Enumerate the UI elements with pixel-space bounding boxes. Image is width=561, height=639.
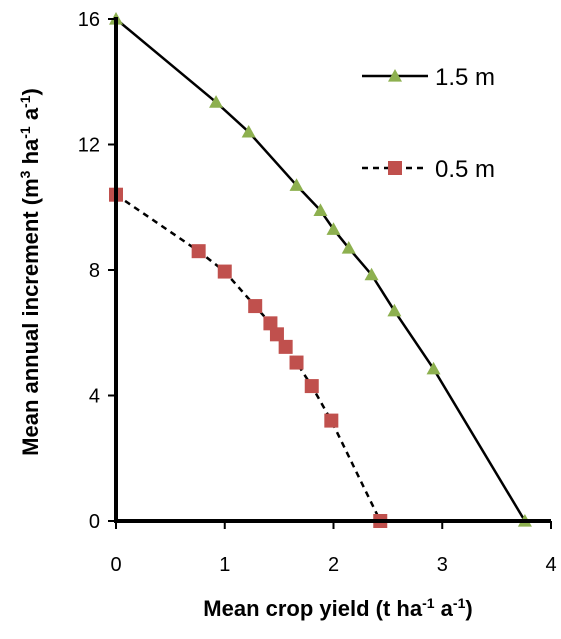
data-point	[341, 241, 356, 254]
data-point	[313, 203, 328, 216]
data-point	[387, 303, 402, 317]
data-point	[278, 339, 293, 354]
legend-label: 1.5 m	[435, 64, 495, 91]
data-point	[364, 267, 379, 281]
data-point	[241, 124, 256, 138]
y-tick-label: 12	[78, 135, 100, 157]
axes	[108, 17, 552, 529]
x-tick-label: 4	[545, 554, 556, 576]
data-point	[289, 178, 304, 191]
x-tick-label: 2	[328, 554, 339, 576]
x-tick-label: 1	[219, 554, 230, 576]
data-point	[217, 264, 232, 279]
y-tick-label: 4	[89, 386, 100, 408]
legend: 1.5 m 0.5 m	[362, 64, 495, 183]
data-point	[304, 379, 319, 394]
legend-marker	[388, 69, 402, 82]
data-point	[209, 95, 224, 108]
data-point	[324, 413, 339, 428]
x-tick-label: 0	[110, 554, 121, 576]
data-point	[269, 327, 284, 342]
legend-label: 0.5 m	[435, 156, 495, 183]
legend-marker	[388, 161, 402, 175]
y-axis-title: Mean annual increment (m3 ha-1 a-1)	[17, 88, 43, 456]
x-axis-title: Mean crop yield (t ha-1 a-1)	[203, 595, 472, 621]
data-point	[289, 355, 304, 370]
y-tick-label: 0	[89, 511, 100, 533]
y-tick-label: 16	[78, 9, 100, 31]
data-point	[426, 361, 441, 375]
data-point	[191, 244, 206, 259]
data-point	[326, 222, 341, 235]
data-point	[248, 299, 263, 314]
series-0-5-m-group	[109, 187, 388, 528]
series-line	[115, 18, 526, 522]
data-point	[263, 316, 278, 331]
series-line	[115, 193, 382, 522]
y-tick-label: 8	[89, 260, 100, 282]
x-tick-label: 3	[437, 554, 448, 576]
